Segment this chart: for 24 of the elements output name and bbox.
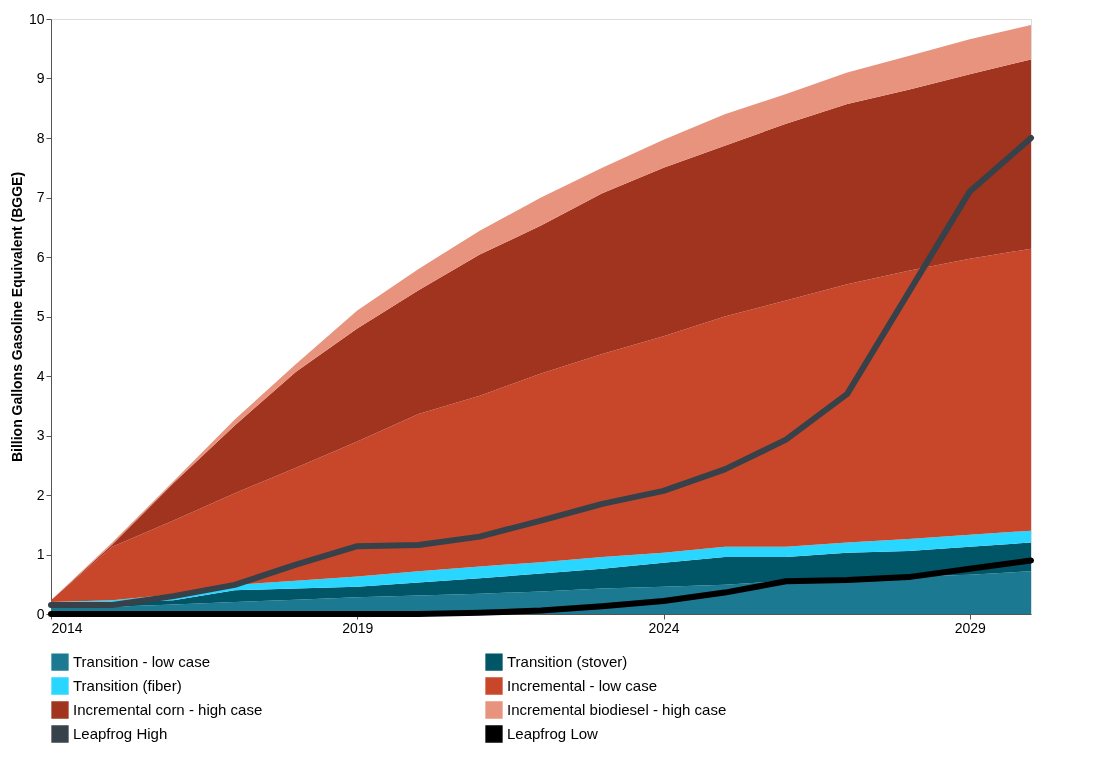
legend-label: Transition - low case bbox=[73, 653, 210, 671]
legend-label: Incremental corn - high case bbox=[73, 701, 263, 718]
y-tick-label: 1 bbox=[36, 546, 45, 562]
y-tick-label: 9 bbox=[36, 70, 45, 86]
legend-label: Incremental biodiesel - high case bbox=[507, 701, 727, 718]
legend-label: Leapfrog High bbox=[73, 725, 168, 742]
y-tick-label: 7 bbox=[36, 189, 45, 205]
x-tick-label: 2024 bbox=[648, 619, 680, 636]
legend-label: Transition (fiber) bbox=[73, 677, 182, 694]
legend-label: Incremental - low case bbox=[507, 677, 658, 694]
y-tick-label: 2 bbox=[36, 486, 45, 503]
x-tick-label: 2014 bbox=[51, 619, 83, 636]
y-tick-label: 4 bbox=[36, 367, 45, 384]
y-axis-title: Billion Gallons Gasoline Equivalent (BGGE) bbox=[8, 171, 25, 463]
y-tick-label: 6 bbox=[36, 248, 45, 265]
x-tick-label: 2019 bbox=[342, 619, 374, 636]
x-tick-label: 2029 bbox=[954, 619, 987, 636]
legend-label: Transition (stover) bbox=[507, 653, 628, 671]
y-tick-label: 5 bbox=[36, 308, 45, 324]
y-tick-label: 0 bbox=[36, 605, 45, 622]
legend-label: Leapfrog Low bbox=[507, 725, 599, 742]
y-tick-label: 3 bbox=[36, 427, 45, 443]
y-tick-label: 10 bbox=[28, 10, 45, 27]
y-tick-label: 8 bbox=[36, 129, 45, 146]
